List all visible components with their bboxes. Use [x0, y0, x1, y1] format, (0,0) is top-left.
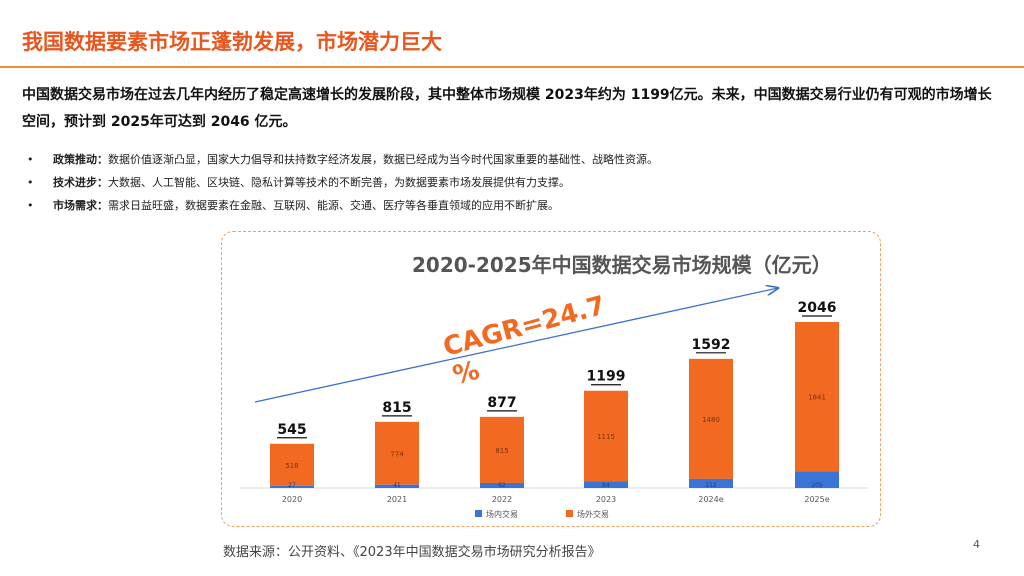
bullet-dot: •	[27, 153, 34, 166]
legend-label: 场内交易	[486, 509, 518, 519]
bullet-text: 大数据、人工智能、区块链、隐私计算等技术的不断完善，为数据要素市场发展提供有力支…	[108, 176, 570, 189]
bar-outside-2022	[480, 416, 524, 483]
bar-outside-2024e	[689, 358, 733, 479]
bar-inside-2023	[584, 481, 628, 488]
bullet-list: • 政策推动：数据价值逐渐凸显，国家大力倡导和扶持数字经济发展，数据已经成为当今…	[27, 148, 927, 217]
x-tick-label: 2023	[596, 495, 616, 504]
bullet-label: 技术进步：	[53, 176, 108, 189]
data-label-inside: 27	[288, 482, 296, 489]
bar-outside-2025e	[795, 322, 839, 472]
bullet-item-technology: • 技术进步：大数据、人工智能、区块链、隐私计算等技术的不断完善，为数据要素市场…	[27, 171, 927, 194]
bullet-label: 政策推动：	[53, 153, 108, 166]
data-label-outside: 815	[495, 447, 508, 455]
cagr-arrow	[254, 288, 778, 403]
page-number: 4	[973, 538, 980, 551]
data-label-outside: 1841	[808, 394, 826, 402]
x-tick-label: 2020	[282, 495, 302, 504]
data-label-outside: 774	[390, 450, 404, 458]
bullet-text: 数据价值逐渐凸显，国家大力倡导和扶持数字经济发展，数据已经成为当今时代国家重要的…	[108, 153, 658, 166]
intro-paragraph: 中国数据交易市场在过去几年内经历了稳定高速增长的发展阶段，其中整体市场规模 20…	[22, 87, 992, 130]
x-tick-label: 2025e	[804, 495, 829, 504]
bar-inside-2020	[270, 485, 314, 488]
slide-title: 我国数据要素市场正蓬勃发展，市场潜力巨大	[22, 30, 442, 54]
total-label: 1199	[587, 369, 626, 385]
bullet-dot: •	[27, 176, 34, 189]
chart-container	[221, 231, 881, 527]
data-label-outside: 518	[285, 462, 298, 470]
bar-inside-2024e	[689, 478, 733, 488]
bar-outside-2023	[584, 390, 628, 482]
legend-label: 场外交易	[577, 509, 609, 519]
chart-title: 2020-2025年中国数据交易市场规模（亿元）	[412, 253, 832, 277]
title-bar: 我国数据要素市场正蓬勃发展，市场潜力巨大	[0, 0, 1024, 66]
legend-swatch	[475, 510, 482, 517]
bar-outside-2020	[270, 443, 314, 486]
cagr-label: CAGR=24.7	[440, 291, 609, 363]
title-divider	[0, 66, 1024, 68]
bullet-label: 市场需求：	[53, 199, 108, 212]
bullet-item-policy: • 政策推动：数据价值逐渐凸显，国家大力倡导和扶持数字经济发展，数据已经成为当今…	[27, 148, 927, 171]
x-tick-label: 2021	[387, 495, 407, 504]
bullet-text: 需求日益旺盛，数据要素在金融、互联网、能源、交通、医疗等各垂直领域的应用不断扩展…	[108, 199, 559, 212]
total-label: 1592	[692, 337, 731, 353]
cagr-label-percent: %	[450, 355, 483, 391]
bar-inside-2025e	[795, 471, 839, 488]
data-label-inside: 205	[811, 482, 823, 489]
bullet-item-demand: • 市场需求：需求日益旺盛，数据要素在金融、互联网、能源、交通、医疗等各垂直领域…	[27, 194, 927, 217]
total-label: 815	[382, 400, 411, 416]
data-label-outside: 1115	[597, 433, 615, 441]
x-tick-label: 2022	[492, 495, 512, 504]
bar-inside-2022	[480, 482, 524, 488]
legend-swatch	[566, 510, 573, 517]
bar-group: 518 27 545 2020 774 41 815 2021 815 62 877 2022 1115…	[270, 300, 839, 504]
data-label-inside: 41	[393, 482, 401, 489]
bar-outside-2021	[375, 421, 419, 485]
chart-legend: 场内交易 场外交易	[475, 509, 609, 519]
bar-inside-2021	[375, 484, 419, 488]
data-label-inside: 62	[498, 482, 506, 489]
total-label: 545	[277, 422, 306, 438]
data-source: 数据来源：公开资料、《2023年中国数据交易市场研究分析报告》	[223, 545, 601, 560]
data-label-outside: 1480	[702, 416, 720, 424]
data-label-inside: 112	[705, 482, 717, 489]
total-label: 2046	[798, 300, 837, 316]
x-tick-label: 2024e	[698, 495, 723, 504]
data-label-inside: 84	[602, 482, 610, 489]
bullet-dot: •	[27, 199, 34, 212]
total-label: 877	[487, 395, 516, 411]
